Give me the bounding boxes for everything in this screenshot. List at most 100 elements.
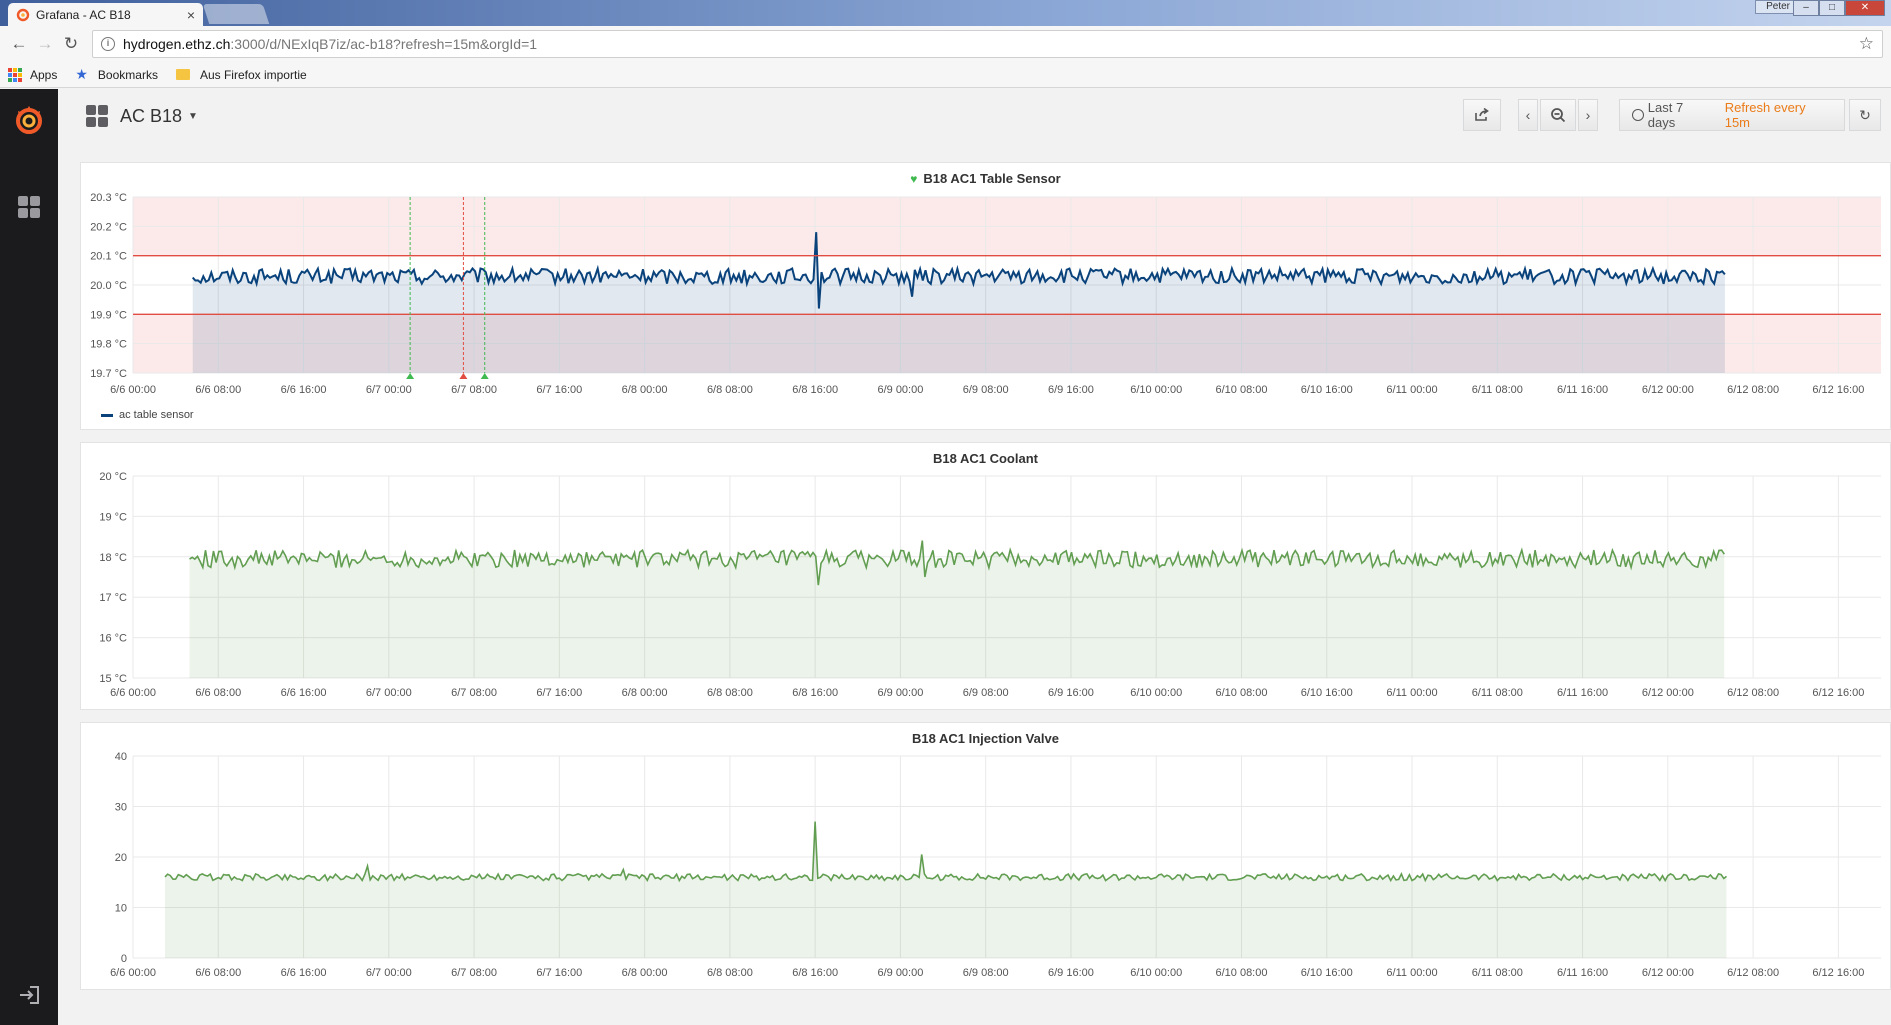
share-button[interactable] — [1463, 99, 1501, 131]
y-tick-label: 19 °C — [99, 511, 127, 523]
y-tick-label: 0 — [121, 953, 127, 965]
legend-label: ac table sensor — [119, 409, 194, 421]
zoom-out-button[interactable] — [1540, 99, 1576, 131]
annotation-marker — [480, 373, 489, 379]
back-arrow-icon[interactable]: ← — [10, 34, 28, 53]
sign-in-icon[interactable] — [18, 985, 40, 1005]
y-tick-label: 17 °C — [99, 592, 127, 604]
chevron-left-icon: ‹ — [1525, 107, 1531, 123]
x-tick-label: 6/10 16:00 — [1301, 967, 1353, 979]
address-bar[interactable]: i hydrogen.ethz.ch:3000/d/NExIqB7iz/ac-b… — [92, 30, 1883, 58]
bookmark-apps[interactable]: Apps — [8, 67, 58, 82]
x-tick-label: 6/7 16:00 — [536, 384, 582, 396]
bookmark-star-icon[interactable]: ☆ — [1858, 34, 1874, 53]
info-icon[interactable]: i — [101, 37, 115, 51]
x-tick-label: 6/12 16:00 — [1812, 687, 1864, 699]
star-icon: ★ — [75, 66, 88, 82]
x-tick-label: 6/9 00:00 — [877, 384, 923, 396]
y-tick-label: 18 °C — [99, 552, 127, 564]
table-sensor-chart[interactable]: 20.3 °C 20.2 °C 20.1 °C 20.0 °C 19.9 °C 19.8 … — [81, 163, 1891, 431]
dashboard-main: AC B18 ▼ ‹ › — [58, 89, 1891, 1025]
time-range-label: Last 7 days — [1647, 100, 1684, 130]
x-tick-label: 6/12 08:00 — [1727, 384, 1779, 396]
x-tick-label: 6/9 08:00 — [963, 967, 1009, 979]
x-tick-label: 6/10 00:00 — [1130, 687, 1182, 699]
x-tick-label: 6/6 08:00 — [195, 384, 241, 396]
tab-close-icon[interactable]: × — [186, 6, 195, 23]
x-tick-label: 6/6 16:00 — [281, 967, 327, 979]
injection-valve-chart[interactable]: 40 30 20 10 0 6/6 00:00 6/6 08:00 6/6 16:00 6/7 … — [81, 723, 1891, 991]
x-tick-label: 6/10 00:00 — [1130, 384, 1182, 396]
dashboards-icon[interactable] — [18, 196, 40, 218]
time-range-group: Last 7 days Refresh every 15m ↻ — [1619, 99, 1881, 131]
x-tick-label: 6/11 00:00 — [1386, 687, 1437, 699]
x-tick-label: 6/10 08:00 — [1215, 967, 1267, 979]
panel-table-sensor[interactable]: ♥ B18 AC1 Table Sensor 20.3 °C 20.2 °C 20.1… — [80, 162, 1891, 430]
x-tick-label: 6/12 16:00 — [1812, 967, 1864, 979]
legend-swatch — [101, 413, 113, 417]
folder-icon — [175, 69, 190, 80]
series-area-fill — [192, 232, 1725, 373]
x-tick-label: 6/9 16:00 — [1048, 384, 1094, 396]
url-host: hydrogen.ethz.ch — [123, 36, 231, 52]
y-tick-label: 20.2 °C — [90, 221, 127, 233]
panel-coolant[interactable]: B18 AC1 Coolant 20 °C 19 °C 18 °C 17 °C 16 °… — [80, 442, 1891, 710]
new-tab-button[interactable] — [202, 4, 270, 24]
x-tick-label: 6/10 16:00 — [1301, 384, 1353, 396]
x-tick-label: 6/7 00:00 — [366, 967, 412, 979]
x-tick-label: 6/7 16:00 — [536, 967, 582, 979]
coolant-chart[interactable]: 20 °C 19 °C 18 °C 17 °C 16 °C 15 °C 6/6 00:00 6… — [81, 443, 1891, 711]
x-tick-label: 6/10 08:00 — [1215, 687, 1267, 699]
dashboard-title: AC B18 — [120, 105, 183, 126]
time-forward-button[interactable]: › — [1578, 99, 1598, 131]
chevron-right-icon: › — [1585, 107, 1591, 123]
time-back-button[interactable]: ‹ — [1518, 99, 1538, 131]
x-tick-label: 6/12 00:00 — [1642, 967, 1694, 979]
annotation-marker — [459, 373, 468, 379]
x-tick-label: 6/8 00:00 — [622, 967, 668, 979]
browser-tabstrip: Grafana - AC B18 × Peter – □ ✕ — [0, 0, 1891, 26]
forward-arrow-icon[interactable]: → — [36, 34, 54, 53]
bookmarks-bar: Apps ★ Bookmarks Aus Firefox importie — [0, 62, 1891, 88]
x-tick-label: 6/8 08:00 — [707, 687, 753, 699]
y-tick-label: 20.1 °C — [90, 251, 127, 263]
bookmark-bookmarks[interactable]: ★ Bookmarks — [75, 66, 158, 83]
x-tick-label: 6/6 00:00 — [110, 687, 156, 699]
panel-injection-valve[interactable]: B18 AC1 Injection Valve 40 30 20 10 0 6/6 00:… — [80, 722, 1891, 990]
series-area-fill — [165, 821, 1727, 958]
grafana-favicon-icon — [16, 8, 30, 21]
x-tick-label: 6/10 08:00 — [1215, 384, 1267, 396]
dashboard-navbar: AC B18 ▼ ‹ › — [58, 89, 1891, 149]
x-tick-label: 6/6 16:00 — [281, 687, 327, 699]
x-tick-label: 6/12 00:00 — [1642, 687, 1694, 699]
y-tick-label: 16 °C — [99, 633, 127, 645]
window-controls: – □ ✕ — [1793, 0, 1885, 16]
x-tick-label: 6/11 08:00 — [1472, 384, 1523, 396]
grafana-logo-icon[interactable] — [12, 103, 46, 137]
dashboard-grid-icon — [86, 105, 108, 127]
apps-grid-icon — [8, 67, 22, 82]
x-tick-label: 6/7 00:00 — [366, 384, 412, 396]
minimize-icon[interactable]: – — [1793, 0, 1819, 16]
x-tick-label: 6/6 00:00 — [110, 384, 156, 396]
bookmark-apps-label: Apps — [30, 67, 58, 82]
close-window-icon[interactable]: ✕ — [1845, 0, 1885, 16]
series-line — [191, 232, 1726, 309]
grafana-sidemenu — [0, 89, 58, 1025]
heart-icon: ♥ — [910, 172, 918, 186]
x-tick-label: 6/11 08:00 — [1472, 967, 1523, 979]
x-tick-label: 6/11 00:00 — [1386, 384, 1437, 396]
maximize-icon[interactable]: □ — [1819, 0, 1845, 16]
time-picker-button[interactable]: Last 7 days Refresh every 15m — [1619, 99, 1845, 131]
browser-tab[interactable]: Grafana - AC B18 × — [8, 3, 203, 26]
reload-icon[interactable]: ↻ — [63, 34, 79, 53]
x-tick-label: 6/8 16:00 — [792, 687, 838, 699]
refresh-button[interactable]: ↻ — [1849, 99, 1881, 131]
dashboard-title-button[interactable]: AC B18 ▼ — [86, 105, 198, 127]
bookmark-firefox-import[interactable]: Aus Firefox importie — [175, 68, 307, 82]
x-tick-label: 6/12 08:00 — [1727, 967, 1779, 979]
y-tick-label: 15 °C — [99, 673, 127, 685]
legend-item[interactable]: ac table sensor — [101, 409, 194, 421]
x-tick-label: 6/6 08:00 — [195, 967, 241, 979]
y-tick-label: 10 — [115, 903, 127, 915]
